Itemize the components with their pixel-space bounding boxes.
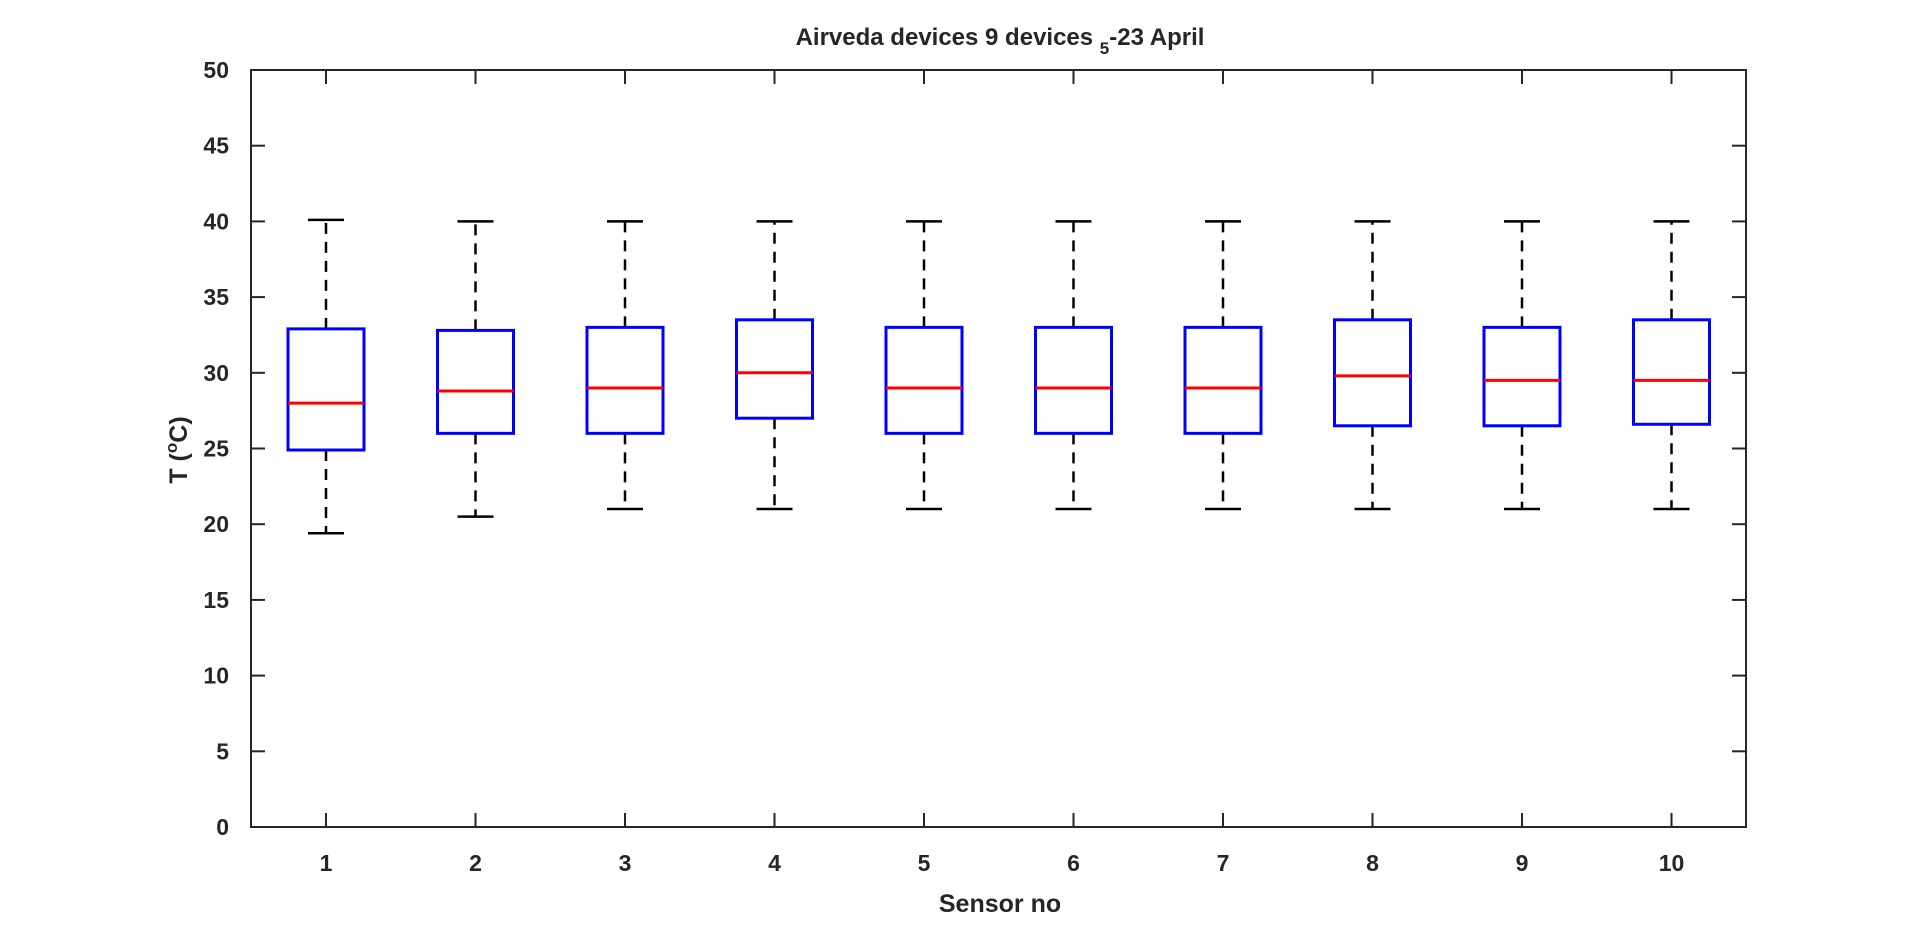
y-tick-label: 25 [203,436,229,462]
box-iqr [884,325,964,435]
box-group-sensor-6 [1034,220,1113,511]
x-tick-label: 3 [619,850,632,876]
y-label-main: T ( [165,452,193,483]
y-tick-label: 5 [216,738,229,764]
box-iqr [735,318,814,420]
chart-title: Airveda devices 9 devices 5-23 April [796,24,1205,58]
box-group-sensor-7 [1183,220,1263,511]
box-iqr [1183,325,1263,435]
box-group-sensor-1 [286,218,366,535]
box-iqr [436,328,515,435]
title-subscript: 5 [1100,39,1109,58]
y-tick-label: 35 [203,284,229,310]
box-group-sensor-10 [1632,220,1711,511]
y-tick-label: 45 [203,133,229,159]
box-iqr [286,327,366,452]
x-tick-label: 6 [1067,850,1080,876]
y-label-tail: C) [165,416,193,442]
box-iqr [1333,318,1412,428]
box-group-sensor-5 [884,220,964,511]
box-group-sensor-9 [1482,220,1562,511]
x-tick-label: 7 [1217,850,1230,876]
box-iqr [585,325,665,435]
boxes [286,218,1711,535]
box-group-sensor-3 [585,220,665,511]
y-tick-label: 30 [203,360,229,386]
title-tail: -23 April [1109,24,1204,51]
x-tick-label: 10 [1659,850,1685,876]
y-tick-label: 40 [203,208,229,234]
box-iqr [1632,318,1711,426]
title-main: Airveda devices 9 devices [796,24,1100,51]
y-tick-label: 15 [203,587,229,613]
y-axis-label: T (oC) [162,416,193,483]
x-tick-label: 8 [1366,850,1379,876]
box-iqr [1034,325,1113,435]
x-tick-label: 1 [320,850,333,876]
box-iqr [1482,325,1562,428]
y-tick-label: 10 [203,663,229,689]
box-group-sensor-8 [1333,220,1412,511]
x-tick-label: 4 [768,850,781,876]
y-label-superscript: o [162,443,181,453]
box-group-sensor-2 [436,220,515,518]
x-tick-label: 2 [469,850,482,876]
y-tick-label: 50 [203,57,229,83]
y-tick-label: 20 [203,511,229,537]
box-group-sensor-4 [735,220,814,511]
y-tick-label: 0 [216,814,229,840]
x-tick-label: 9 [1516,850,1529,876]
x-tick-label: 5 [918,850,931,876]
x-axis-label: Sensor no [939,890,1061,918]
